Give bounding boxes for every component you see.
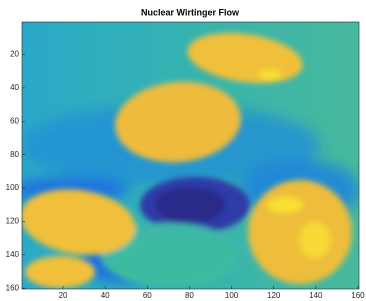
x-tick-label: 80 bbox=[185, 291, 194, 300]
x-tick-label: 20 bbox=[59, 291, 68, 300]
y-tick-label: 140 bbox=[6, 250, 20, 259]
image bbox=[10, 22, 360, 289]
y-tick-label: 160 bbox=[6, 283, 20, 292]
chart: Nuclear Wirtinger Flow 20 40 60 80 100 120 140… bbox=[0, 0, 366, 301]
y-tick-label: 120 bbox=[6, 217, 20, 226]
x-tick-label: 40 bbox=[101, 291, 110, 300]
y-tick-label: 40 bbox=[10, 83, 19, 92]
chart-title: Nuclear Wirtinger Flow bbox=[141, 7, 240, 17]
x-tick-label: 60 bbox=[143, 291, 152, 300]
y-tick-label: 20 bbox=[10, 50, 19, 59]
y-tick-label: 60 bbox=[10, 116, 19, 125]
x-tick-label: 120 bbox=[267, 291, 281, 300]
y-tick-label: 100 bbox=[6, 183, 20, 192]
x-tick-label: 140 bbox=[309, 291, 323, 300]
x-tick-label: 160 bbox=[351, 291, 365, 300]
y-tick-label: 80 bbox=[10, 150, 19, 159]
x-tick-label: 100 bbox=[225, 291, 239, 300]
